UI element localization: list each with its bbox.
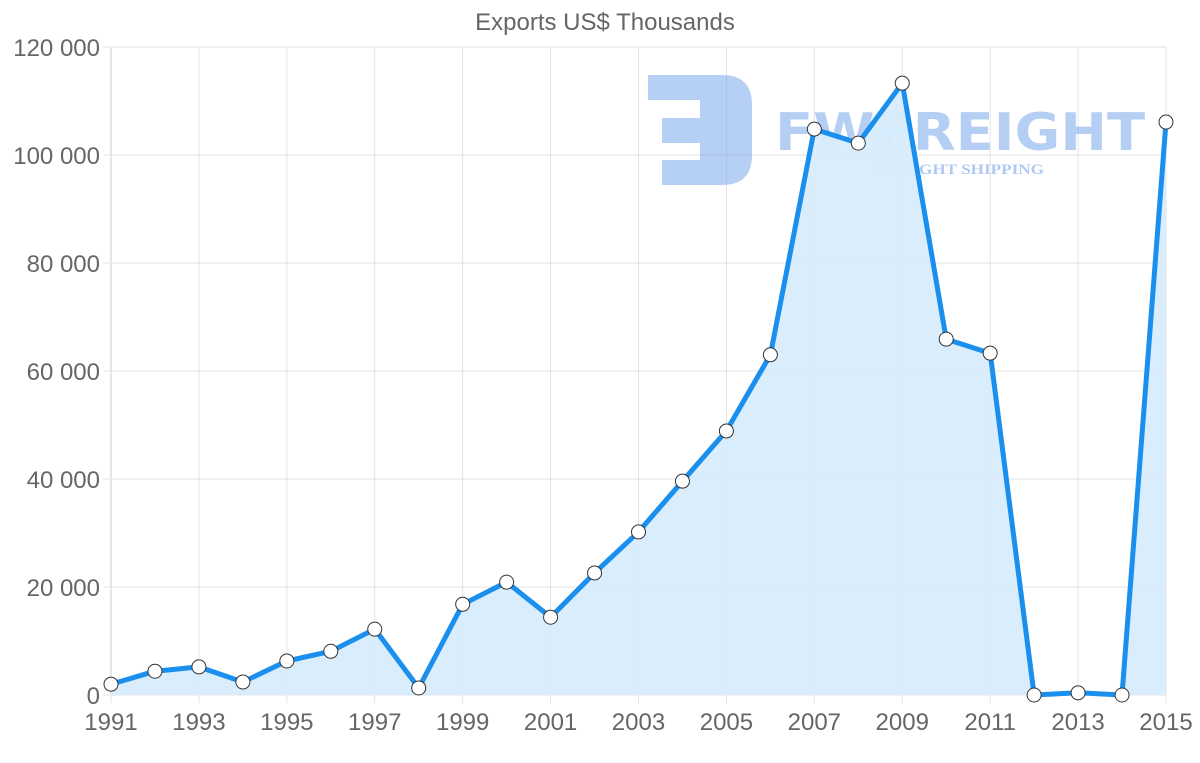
- data-point: [103, 676, 119, 692]
- y-tick-label: 100 000: [13, 143, 100, 170]
- data-point: [323, 643, 339, 659]
- data-point: [455, 596, 471, 612]
- data-point: [850, 135, 866, 151]
- x-tick-label: 2009: [876, 709, 929, 736]
- data-point: [587, 565, 603, 581]
- logo-mark-icon: [648, 75, 752, 185]
- data-point: [411, 680, 427, 696]
- data-point: [1070, 685, 1086, 701]
- x-tick-label: 2015: [1139, 709, 1192, 736]
- x-tick-label: 1997: [348, 709, 401, 736]
- data-point: [982, 345, 998, 361]
- x-tick-label: 2013: [1051, 709, 1104, 736]
- x-tick-label: 2007: [788, 709, 841, 736]
- y-tick-label: 120 000: [13, 35, 100, 62]
- data-point: [894, 75, 910, 91]
- data-point: [1158, 114, 1174, 130]
- data-point: [762, 347, 778, 363]
- y-tick-label: 80 000: [27, 251, 100, 278]
- y-tick-label: 0: [87, 683, 100, 710]
- x-tick-label: 1999: [436, 709, 489, 736]
- x-tick-label: 1993: [172, 709, 225, 736]
- data-point: [191, 659, 207, 675]
- y-tick-label: 20 000: [27, 575, 100, 602]
- data-point: [499, 574, 515, 590]
- x-tick-label: 2001: [524, 709, 577, 736]
- x-tick-label: 1995: [260, 709, 313, 736]
- chart-title: Exports US$ Thousands: [475, 9, 735, 36]
- y-tick-label: 40 000: [27, 467, 100, 494]
- x-tick-label: 2011: [964, 709, 1016, 736]
- data-point: [718, 423, 734, 439]
- x-axis-ticks: 1991 1993 1995 1997 1999 2001 2003 2005 2007 2009…: [84, 709, 1192, 736]
- data-point-markers: [103, 75, 1174, 703]
- data-point: [674, 473, 690, 489]
- data-point: [1026, 687, 1042, 703]
- x-tick-label: 2005: [700, 709, 753, 736]
- data-point: [235, 674, 251, 690]
- data-point: [806, 121, 822, 137]
- data-point: [1114, 687, 1130, 703]
- watermark-logo: FWFREIGHT FREIGHT SHIPPING: [648, 75, 1146, 185]
- data-point: [938, 331, 954, 347]
- x-tick-label: 1991: [84, 709, 137, 736]
- data-point: [543, 609, 559, 625]
- data-point: [367, 621, 383, 637]
- x-tick-label: 2003: [612, 709, 665, 736]
- area-fill: [111, 83, 1166, 695]
- y-axis-ticks: 0 20 000 40 000 60 000 80 000 100 000 120 000: [13, 35, 100, 710]
- data-point: [147, 663, 163, 679]
- data-point: [279, 653, 295, 669]
- data-point: [631, 524, 646, 540]
- y-tick-label: 60 000: [27, 359, 100, 386]
